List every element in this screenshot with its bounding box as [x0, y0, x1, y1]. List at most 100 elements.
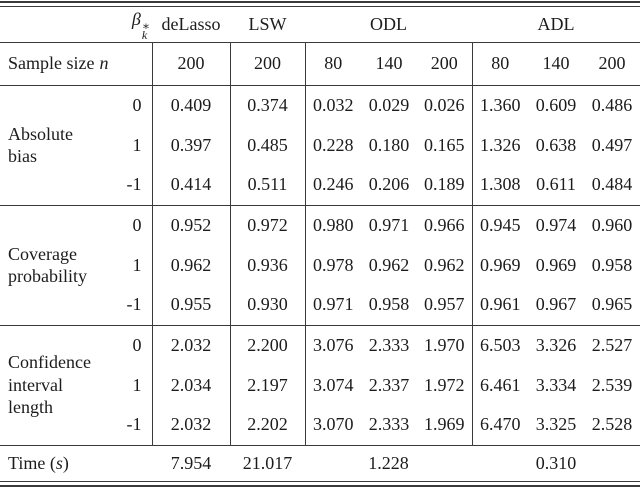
value-cell: 7.954 [170, 452, 212, 473]
value-cell: 2.337 [368, 374, 410, 395]
table-row: -1 2.032 2.202 3.070 2.333 1.969 6.470 3… [0, 405, 640, 446]
value-cell: 2.032 [152, 325, 231, 365]
value-cell: 0.026 [417, 85, 473, 125]
value-cell: 0.962 [152, 245, 231, 285]
value-cell: 1.972 [417, 365, 473, 405]
table-row: -1 0.414 0.511 0.246 0.206 0.189 1.308 0… [0, 165, 640, 206]
value-cell: 0.189 [417, 165, 473, 206]
value-cell: 0.961 [472, 285, 529, 326]
value-cell: 80 [305, 42, 361, 86]
table-row: Confidence interval length 0 2.032 2.200 … [0, 325, 640, 446]
value-cell: 0.978 [313, 254, 354, 275]
value-cell: 0.962 [368, 254, 410, 275]
sample-size-text: Sample size [8, 53, 95, 74]
value-cell: 200 [417, 42, 473, 86]
value-cell: 0.165 [417, 125, 473, 165]
header-odl: ODL [305, 7, 473, 43]
sample-size-row: Sample size n 200 200 80 140 200 80 140 2… [0, 42, 640, 86]
beta-header: β ∗ k [106, 7, 152, 43]
value-cell: 1.308 [472, 165, 529, 206]
value-cell: 0.497 [591, 134, 633, 155]
value-cell: 2.539 [591, 374, 633, 395]
value-cell: 6.470 [472, 405, 529, 446]
value-cell: 200 [584, 42, 640, 86]
table-row: Coverage probability 0 0.952 0.972 0.980 … [0, 205, 640, 326]
value-cell: 21.017 [242, 452, 293, 473]
value-cell: 3.074 [313, 374, 354, 395]
value-cell: 0.955 [152, 285, 231, 326]
value-cell: 3.326 [535, 334, 577, 355]
value-cell: 0.952 [152, 205, 231, 245]
value-cell: 0.957 [417, 285, 473, 326]
value-cell: 2.197 [230, 365, 306, 405]
value-cell: 3.325 [528, 405, 585, 446]
value-cell: 0.397 [152, 125, 231, 165]
value-cell: 2.032 [152, 405, 231, 446]
value-cell: 0.969 [535, 254, 577, 275]
value-cell: 200 [230, 42, 306, 86]
section-label-confidence-interval-length: Confidence interval length [0, 325, 106, 446]
section-label-absolute-bias: Absolute bias [0, 85, 106, 206]
value-cell: 0.960 [591, 214, 633, 235]
beta-cell: 1 [106, 125, 153, 165]
table-row: -1 0.955 0.930 0.971 0.958 0.957 0.961 0… [0, 285, 640, 326]
value-cell: 0.962 [417, 245, 473, 285]
value-cell: 140 [361, 42, 417, 86]
value-cell: 3.070 [305, 405, 361, 446]
beta-sup: ∗ [141, 18, 150, 33]
header-adl: ADL [472, 7, 640, 43]
value-cell: 0.511 [230, 165, 306, 206]
value-cell: 0.180 [368, 134, 410, 155]
value-cell: 2.034 [152, 365, 231, 405]
section-label-coverage-probability: Coverage probability [0, 205, 106, 326]
header-delasso: deLasso [152, 7, 230, 43]
value-cell: 0.958 [591, 254, 633, 275]
value-cell: 0.409 [152, 85, 231, 125]
value-cell: 6.503 [480, 334, 521, 355]
value-cell: 0.980 [313, 214, 354, 235]
value-cell: 3.334 [535, 374, 577, 395]
value-cell: 0.206 [361, 165, 417, 206]
value-cell: 140 [528, 42, 585, 86]
value-cell: 0.032 [313, 94, 354, 115]
value-cell: 0.930 [230, 285, 306, 326]
table-row: Absolute bias 0 0.409 0.374 0.032 0.029 0… [0, 85, 640, 206]
value-cell: 0.945 [480, 214, 521, 235]
value-cell: 0.966 [417, 205, 473, 245]
value-cell: 200 [152, 42, 231, 86]
value-cell: 3.076 [313, 334, 354, 355]
beta-cell: -1 [106, 285, 153, 326]
value-cell: 2.528 [584, 405, 640, 446]
value-cell: 0.971 [368, 214, 410, 235]
value-cell: 1.360 [480, 94, 521, 115]
value-cell: 2.527 [591, 334, 633, 355]
beta-cell: -1 [106, 405, 153, 446]
value-cell: 80 [472, 42, 529, 86]
header-row: β ∗ k deLasso LSW ODL ADL [0, 7, 640, 43]
value-cell: 0.972 [230, 205, 306, 245]
value-cell: 0.936 [230, 245, 306, 285]
beta-sub: k [141, 27, 148, 42]
value-cell: 0.967 [528, 285, 585, 326]
value-cell: 1.970 [417, 325, 473, 365]
value-cell: 2.202 [230, 405, 306, 446]
beta-cell: 0 [106, 85, 153, 125]
value-cell: 0.228 [313, 134, 354, 155]
value-cell: 0.965 [584, 285, 640, 326]
value-cell: 0.611 [528, 165, 585, 206]
time-variable: s [55, 453, 63, 473]
value-cell: 0.969 [480, 254, 521, 275]
value-cell: 0.974 [535, 214, 577, 235]
value-cell: 0.484 [584, 165, 640, 206]
value-cell: 2.333 [361, 405, 417, 446]
value-cell: 0.638 [535, 134, 577, 155]
beta-cell: 1 [106, 365, 153, 405]
value-cell: 1.228 [368, 452, 409, 473]
beta-superscript-subscript: ∗ k [141, 18, 150, 42]
table-row: 1 0.962 0.936 0.978 0.962 0.962 0.969 0.… [0, 245, 640, 285]
value-cell: 1.326 [480, 134, 521, 155]
value-cell: 0.958 [361, 285, 417, 326]
time-row: Time (s) 7.954 21.017 1.228 0.310 [0, 445, 640, 481]
value-cell: 2.200 [230, 325, 306, 365]
value-cell: 0.609 [535, 94, 577, 115]
